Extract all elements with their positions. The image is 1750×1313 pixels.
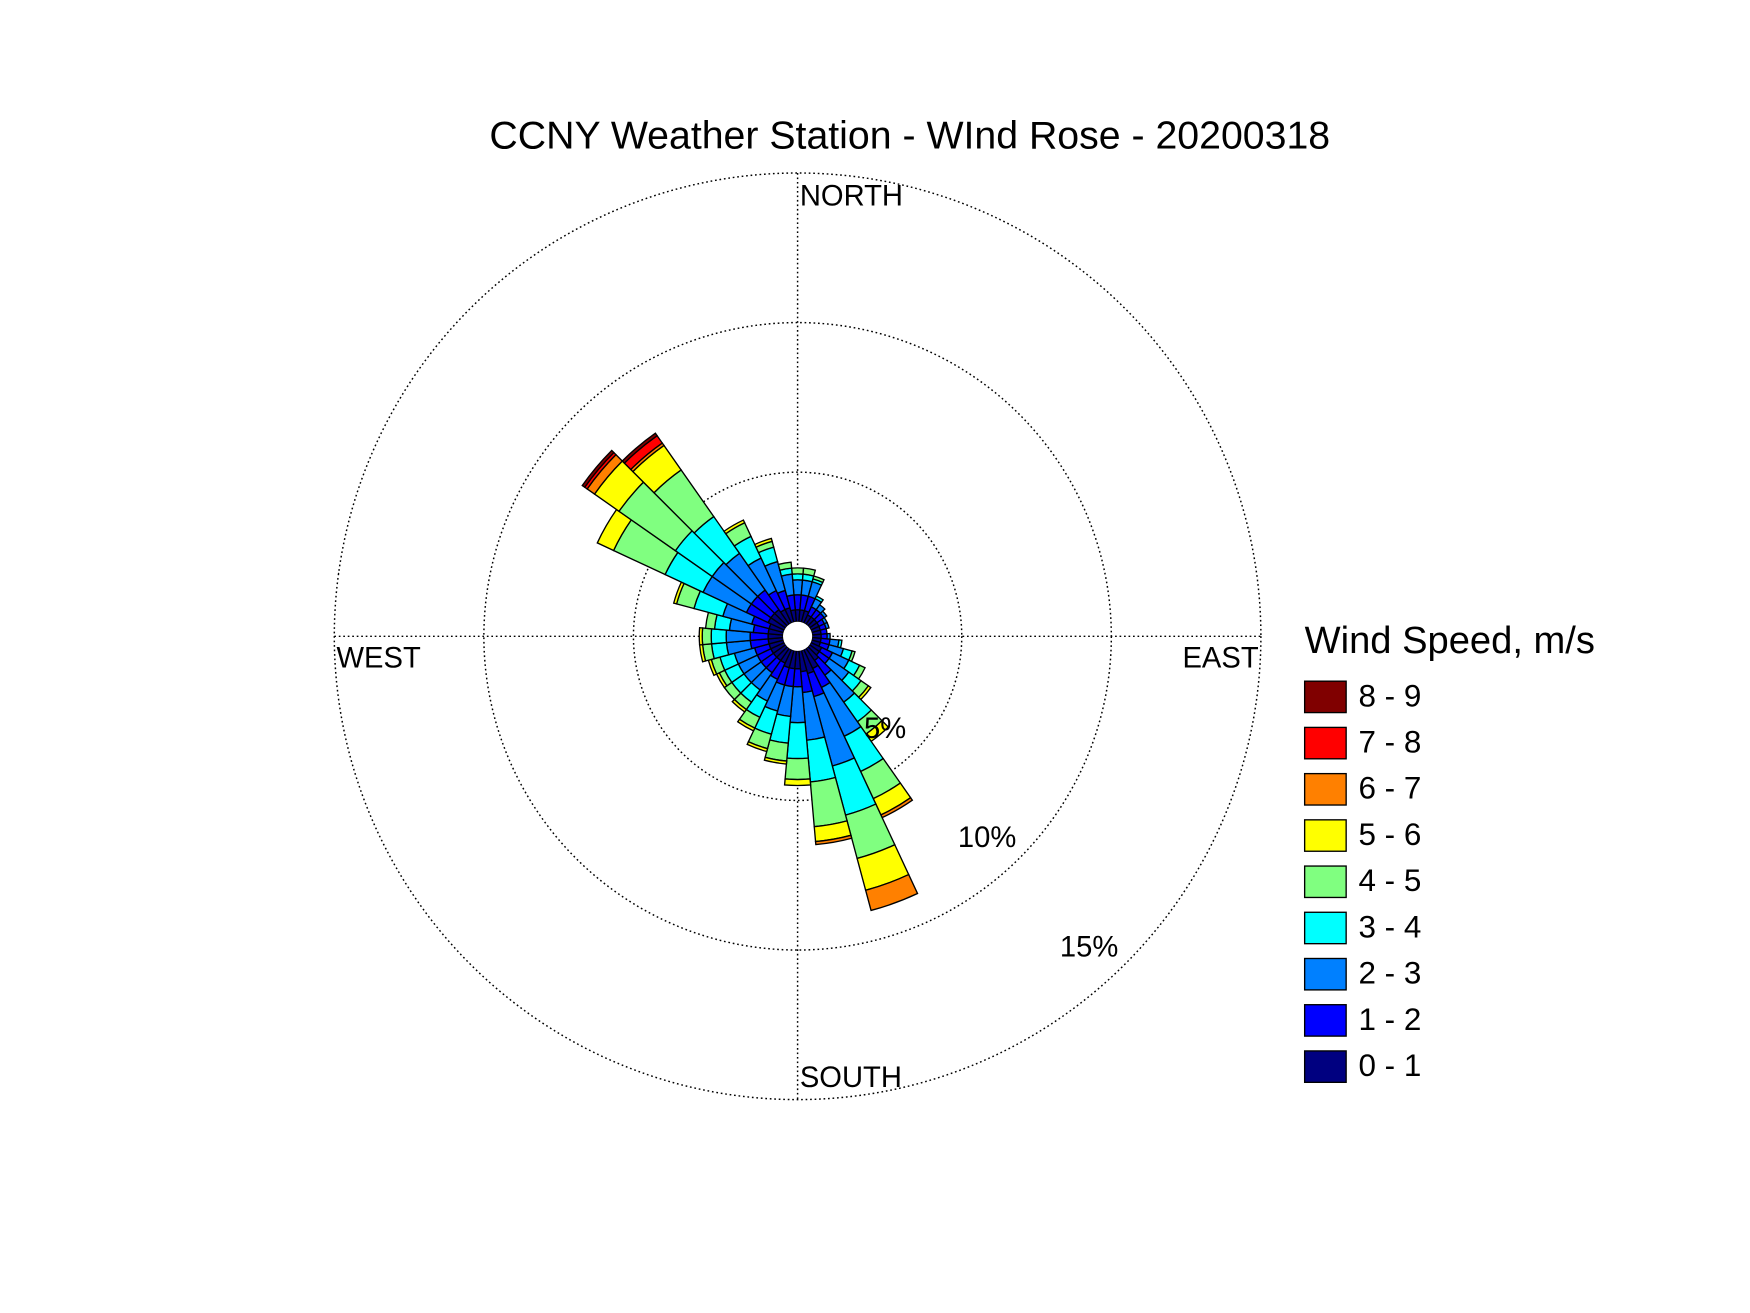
wedge	[783, 778, 812, 787]
legend-title: Wind Speed, m/s	[1305, 619, 1595, 662]
legend-label: 4 - 5	[1358, 863, 1421, 898]
legend-label: 1 - 2	[1358, 1002, 1421, 1037]
wedge	[814, 595, 825, 604]
wedge	[791, 573, 804, 581]
wedge	[581, 449, 615, 489]
wedge	[723, 519, 746, 535]
r-tick-label: 10%	[958, 822, 1016, 854]
wedge	[812, 575, 825, 584]
legend-label: 8 - 9	[1358, 678, 1421, 713]
wedge	[814, 834, 853, 846]
legend-label: 2 - 3	[1358, 956, 1421, 991]
direction-label: SOUTH	[800, 1062, 902, 1094]
r-tick-label: 5%	[864, 713, 906, 745]
legend-label: 7 - 8	[1358, 725, 1421, 760]
legend-swatch	[1303, 726, 1347, 760]
wedge	[710, 628, 728, 645]
legend-label: 6 - 7	[1358, 771, 1421, 806]
wedge	[621, 432, 659, 465]
wedge	[753, 537, 773, 549]
grid-ring	[632, 471, 963, 802]
legend-swatch	[1303, 957, 1347, 991]
chart-title: CCNY Weather Station - WInd Rose - 20200…	[489, 114, 1330, 158]
wedge	[763, 756, 788, 765]
legend-swatch	[1303, 865, 1347, 899]
center-hole	[783, 621, 813, 651]
wedge	[790, 567, 805, 575]
wedge	[736, 718, 756, 732]
wedge	[698, 627, 704, 646]
r-tick-label: 15%	[1060, 932, 1118, 964]
direction-label: EAST	[1182, 643, 1258, 675]
wedge	[819, 610, 828, 619]
legend-label: 0 - 1	[1358, 1048, 1421, 1083]
wedge	[864, 873, 919, 912]
legend-swatch	[1303, 819, 1347, 852]
wedge	[784, 757, 811, 781]
wedge	[823, 621, 830, 630]
wedge	[802, 567, 817, 577]
legend-swatch	[1303, 911, 1347, 945]
legend-swatch	[1303, 680, 1347, 714]
wedge	[777, 561, 793, 572]
wedge	[701, 627, 713, 646]
direction-label: WEST	[337, 643, 421, 675]
legend-label: 3 - 4	[1358, 909, 1421, 944]
wedge	[746, 740, 769, 753]
legend-swatch	[1303, 1004, 1347, 1037]
legend-swatch	[1303, 1050, 1347, 1084]
direction-label: NORTH	[800, 180, 903, 212]
legend-label: 5 - 6	[1358, 817, 1421, 852]
wedge	[731, 698, 748, 713]
legend-swatch	[1303, 772, 1347, 806]
